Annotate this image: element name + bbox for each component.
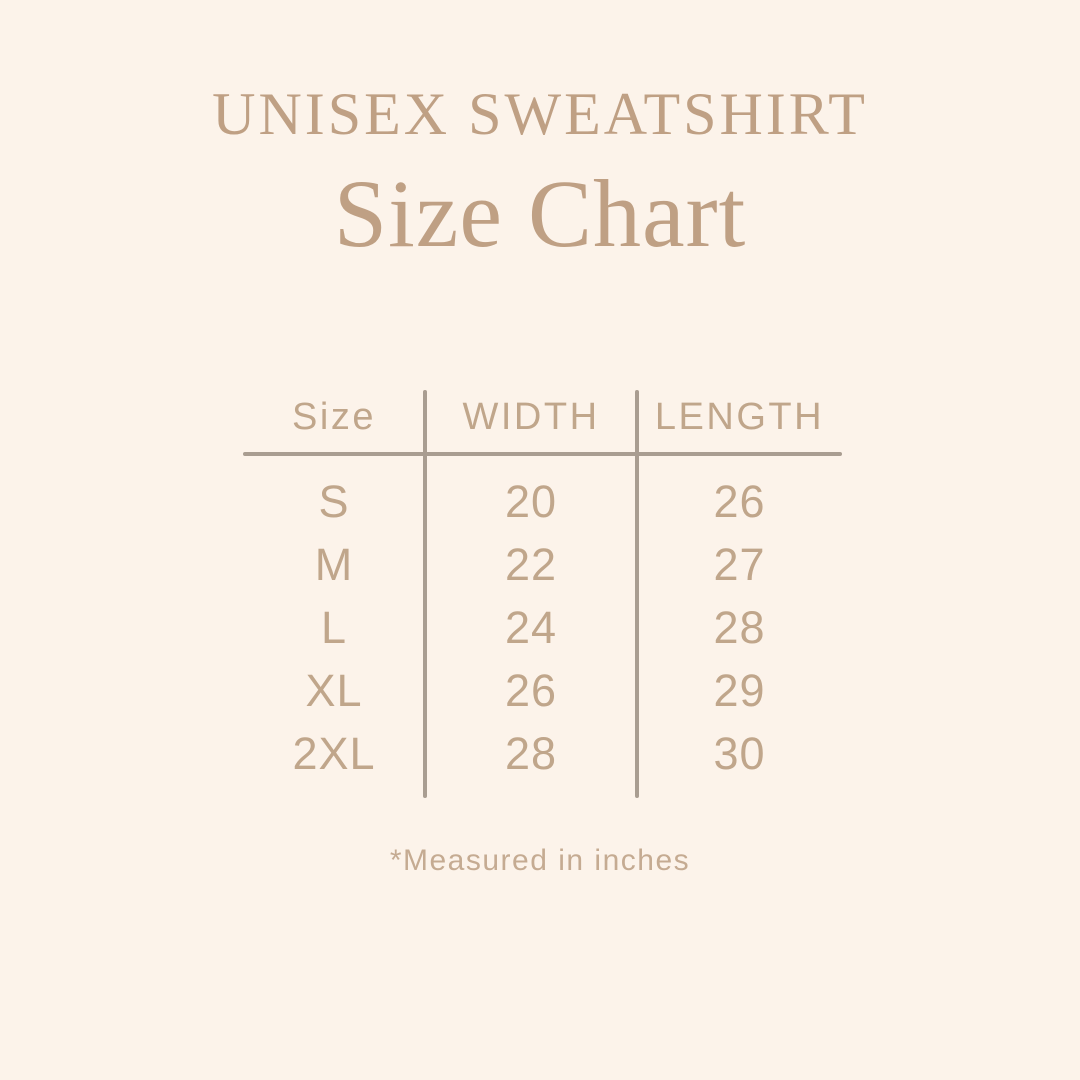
cell-length: 30 — [713, 727, 766, 779]
cell-width: 24 — [504, 601, 558, 653]
cell-width: 28 — [504, 727, 558, 779]
measurement-note: *Measured in inches — [389, 844, 691, 877]
cell-size: L — [320, 601, 348, 653]
table-row: S 20 26 — [243, 470, 842, 533]
table-header-row: Size WIDTH LENGTH — [243, 390, 842, 444]
table-row: 2XL 28 30 — [243, 722, 842, 785]
cell-width: 20 — [504, 475, 558, 527]
cell-width: 22 — [504, 538, 558, 590]
column-header-width: WIDTH — [462, 395, 600, 438]
table-row: L 24 28 — [243, 596, 842, 659]
page-title: UNISEX SWEATSHIRT — [212, 81, 868, 147]
header-divider-line — [243, 452, 842, 456]
size-table: Size WIDTH LENGTH S 20 26 M 22 27 L 24 2… — [243, 390, 842, 810]
column-header-size: Size — [292, 395, 376, 438]
cell-size: M — [314, 538, 354, 590]
table-row: M 22 27 — [243, 533, 842, 596]
cell-length: 26 — [713, 475, 766, 527]
cell-size: S — [318, 475, 350, 527]
cell-size: 2XL — [292, 727, 376, 779]
cell-length: 28 — [713, 601, 766, 653]
table-row: XL 26 29 — [243, 659, 842, 722]
column-divider-line-1 — [423, 390, 427, 798]
column-divider-line-2 — [635, 390, 639, 798]
page-subtitle: Size Chart — [333, 160, 747, 267]
cell-size: XL — [305, 664, 363, 716]
cell-width: 26 — [504, 664, 558, 716]
cell-length: 29 — [713, 664, 766, 716]
cell-length: 27 — [713, 538, 766, 590]
column-header-length: LENGTH — [654, 395, 825, 438]
